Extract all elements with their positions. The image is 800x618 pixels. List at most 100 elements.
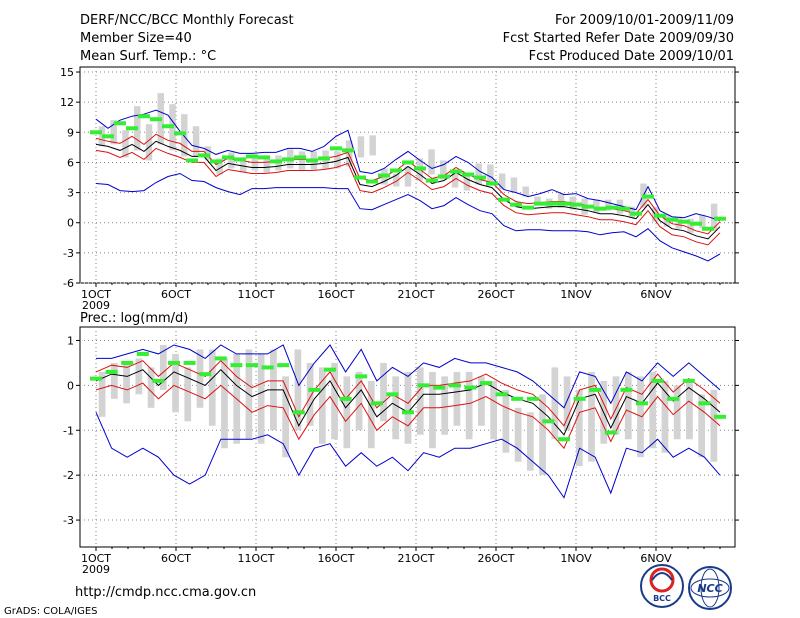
median-marker [282,157,294,162]
median-marker [318,156,330,161]
ensemble-box [475,163,482,185]
median-marker [183,360,196,365]
ensemble-box [192,126,200,157]
ensemble-box [298,151,306,171]
ensemble-box [428,149,435,175]
y-tick-label: -2 [63,469,74,482]
median-marker [582,204,594,209]
ensemble-box [502,389,510,453]
y-tick-label: 6 [67,156,74,169]
ensemble-box [331,362,338,440]
median-marker [534,201,546,206]
grads-credit: GrADS: COLA/IGES [4,606,98,617]
y-tick-label: 3 [67,187,74,200]
median-marker [370,401,383,406]
median-marker [630,211,642,216]
y-tick-label: 12 [60,96,74,109]
median-marker [690,221,702,226]
median-marker [642,194,654,199]
temperature-grid [80,67,735,284]
median-marker [667,396,680,401]
median-marker [306,158,318,163]
median-marker [426,178,438,183]
ensemble-box [510,177,518,193]
median-marker [570,202,582,207]
ensemble-box [539,394,546,476]
temperature-axes: 15 12 9 6 3 0 -3 -6 1OCT 6OCT 11OCT 16OCT 21OCT 26OCT… [60,66,739,312]
ensemble-box [306,362,314,426]
x-tick-label: 16OCT [317,552,354,565]
median-marker [604,430,617,435]
ensemble-box [478,376,485,426]
x-tick-label: 11OCT [237,288,274,301]
ensemble-box [612,376,620,435]
ensemble-box [686,380,693,440]
x-tick-label: 21OCT [397,552,434,565]
median-marker [495,392,508,397]
ensemble-box [98,126,106,147]
ensemble-box [147,367,155,408]
median-marker [292,410,305,415]
ensemble-box [699,214,706,228]
median-marker [522,205,534,210]
ensemble-box [208,349,216,426]
median-marker [210,159,222,164]
median-marker [666,217,678,222]
ensemble-box [172,353,179,413]
x-year-label: 2009 [82,563,110,576]
median-marker [462,172,474,177]
ensemble-box [551,367,559,440]
ensemble-box [251,155,259,171]
temperature-medians [90,114,726,231]
ensemble-box [687,218,694,233]
precip-title: Prec.: log(mm/d) [80,311,188,326]
outer-lower-line [95,172,721,262]
member-size: Member Size=40 [80,31,192,46]
median-marker [138,114,150,119]
x-year-label: 2009 [82,299,110,312]
median-marker [168,360,180,365]
x-tick-label: 6OCT [161,288,191,301]
ensemble-box [367,380,375,449]
ensemble-box [637,376,644,458]
median-marker [558,201,570,206]
median-marker [618,206,630,211]
median-marker [594,206,606,211]
ensemble-box [593,199,600,213]
ensemble-box [557,193,565,208]
median-marker [542,419,555,424]
ensemble-box [204,146,212,161]
median-marker [558,437,570,442]
median-marker [620,387,633,392]
source-url[interactable]: http://cmdp.ncc.cma.gov.cn [75,585,256,600]
chart-title: DERF/NCC/BCC Monthly Forecast [80,13,294,28]
x-tick-label: 6OCT [161,552,191,565]
x-tick-label: 16OCT [317,288,354,301]
median-marker [186,158,198,163]
ensemble-box [563,376,571,431]
y-tick-label: -3 [63,247,74,260]
ensemble-box [159,344,167,390]
median-marker [510,202,522,207]
median-marker [480,381,492,386]
median-marker [354,175,366,180]
start-date: Fcst Started Refer Date 2009/09/30 [503,31,734,46]
precip-medians [90,351,726,442]
median-marker [339,396,352,401]
precipitation-panel: 1 0 -1 -2 -3 1OCT 6OCT 11OCT 16OCT 21OCT 26OCT 1NOV… [63,326,739,576]
median-marker [474,175,486,180]
x-tick-label: 21OCT [397,288,434,301]
median-marker [90,376,102,381]
x-tick-label: 11OCT [237,552,274,565]
ensemble-box [257,353,265,444]
median-marker [199,372,212,377]
median-marker [246,154,258,159]
bcc-logo: BCC [640,564,684,608]
x-tick-label: 1OCT [81,288,111,301]
median-marker [438,174,450,179]
median-marker [126,126,138,131]
median-marker [102,134,114,139]
variable-label: Mean Surf. Temp.: °C [80,49,216,64]
x-tick-label: 1NOV [560,552,592,565]
